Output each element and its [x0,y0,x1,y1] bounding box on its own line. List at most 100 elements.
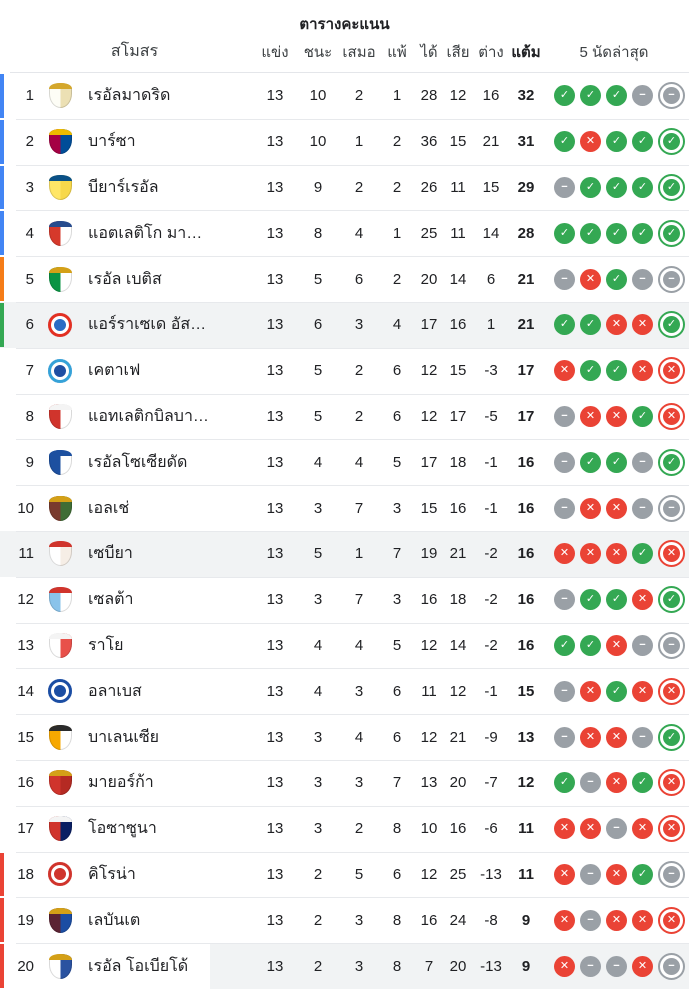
stat-goal-diff: -1 [484,499,498,517]
stat-points: 17 [517,362,535,380]
team-crest-icon [40,449,80,475]
win-check-icon: ✓ [658,586,685,614]
stat-win: 2 [313,911,323,929]
stat-goals-against: 16 [449,499,467,517]
stat-goals-against: 17 [449,407,467,425]
win-check-icon: ✓ [658,448,685,476]
stat-goals-against: 24 [449,911,467,929]
stat-loss: 5 [392,453,402,471]
stat-points: 32 [517,87,535,105]
rank-number: 20 [17,957,34,975]
win-check-icon: ✓ [554,634,575,656]
loss-x-icon: ✕ [580,726,601,748]
stat-loss: 6 [392,728,402,746]
stat-goals-against: 21 [449,728,467,746]
table-row[interactable]: 19 เลบันเต 13 2 3 8 16 24 -8 9 ✕ − ✕ ✕ ✕ [0,897,689,943]
loss-x-icon: ✕ [658,540,685,568]
table-row[interactable]: 20 เรอัล โอเบียโด้ 13 2 3 8 7 20 -13 9 ✕… [0,943,689,989]
table-row[interactable]: 6 แอร์ราเซเด อัส… 13 6 3 4 17 16 1 21 ✓ ✓… [0,301,689,348]
stat-goals-against: 12 [449,87,467,105]
stat-points: 16 [517,499,535,517]
loss-x-icon: ✕ [606,314,627,336]
table-row[interactable]: 2 บาร์ซา 13 10 1 2 36 15 21 31 ✓ ✕ ✓ ✓ ✓ [0,118,689,165]
table-row[interactable]: 18 คิโรน่า 13 2 5 6 12 25 -13 11 ✕ − ✕ ✓ − [0,851,689,898]
column-goals-for: ได้ [420,44,438,61]
form-icons: ✓ − ✕ ✓ ✕ [543,769,689,797]
column-goal-diff: ต่าง [478,44,504,61]
stat-loss: 8 [392,957,402,975]
stat-goals-for: 26 [420,178,438,196]
draw-minus-icon: − [580,863,601,885]
form-icons: ✓ ✓ ✓ ✓ ✓ [543,219,689,247]
stat-goal-diff: -8 [484,911,498,929]
stat-win: 3 [313,820,323,838]
table-row[interactable]: 11 เซบียา 13 5 1 7 19 21 -2 16 ✕ ✕ ✕ ✓ ✕ [0,530,689,577]
team-name: คิโรน่า [88,865,136,883]
team-name: เคตาเฟ [88,362,141,380]
table-row[interactable]: 1 เรอัลมาดริด 13 10 2 1 28 12 16 32 ✓ ✓ ✓ −… [0,73,689,119]
stat-goals-against: 15 [449,133,467,151]
win-check-icon: ✓ [606,268,627,290]
table-row[interactable]: 4 แอตเลติโก มา… 13 8 4 1 25 11 14 28 ✓ ✓ ✓… [0,210,689,256]
stat-loss: 8 [392,820,402,838]
table-row[interactable]: 5 เรอัล เบติส 13 5 6 2 20 14 6 21 − ✕ ✓ − − [0,256,689,302]
loss-x-icon: ✕ [658,677,685,705]
draw-minus-icon: − [554,451,575,473]
team-name: แอตเลติโก มา… [88,224,203,242]
win-check-icon: ✓ [658,723,685,751]
stat-loss: 2 [392,133,402,151]
table-row[interactable]: 14 อลาเบส 13 4 3 6 11 12 -1 15 − ✕ ✓ ✕ ✕ [0,668,689,714]
win-check-icon: ✓ [606,176,627,198]
loss-x-icon: ✕ [632,680,653,702]
stat-loss: 2 [392,270,402,288]
stat-goals-for: 12 [420,407,438,425]
team-name: เรอัลมาดริด [88,87,171,105]
win-check-icon: ✓ [580,176,601,198]
win-check-icon: ✓ [580,85,601,107]
table-row[interactable]: 13 ราโย 13 4 4 5 12 14 -2 16 ✓ ✓ ✕ − − [0,622,689,669]
table-row[interactable]: 9 เรอัลโซเซียดัด 13 4 4 5 17 18 -1 16 − ✓… [0,439,689,485]
table-row[interactable]: 3 บียาร์เรอัล 13 9 2 2 26 11 15 29 − ✓ ✓ ✓ ✓ [0,164,689,211]
draw-minus-icon: − [658,82,685,110]
draw-minus-icon: − [554,405,575,427]
team-name: เอลเช่ [88,499,130,517]
team-crest-icon [40,495,80,521]
team-crest-icon [40,724,80,750]
stat-points: 17 [517,407,535,425]
team-name: อลาเบส [88,682,142,700]
loss-x-icon: ✕ [554,360,575,382]
table-row[interactable]: 10 เอลเช่ 13 3 7 3 15 16 -1 16 − ✕ ✕ − − [0,485,689,531]
win-check-icon: ✓ [606,131,627,153]
table-row[interactable]: 16 มายอร์ก้า 13 3 3 7 13 20 -7 12 ✓ − ✕ ✓ ✕ [0,759,689,806]
loss-x-icon: ✕ [606,634,627,656]
form-icons: − ✕ ✓ ✕ ✕ [543,677,689,705]
stat-goals-for: 7 [424,957,434,975]
table-row[interactable]: 15 บาเลนเซีย 13 3 4 6 12 21 -9 13 − ✕ ✕ − ✓ [0,714,689,760]
stat-played: 13 [266,178,284,196]
team-crest-icon [40,953,80,979]
stat-played: 13 [266,820,284,838]
stat-loss: 3 [392,499,402,517]
form-icons: ✕ ✓ ✓ ✕ ✕ [543,357,689,385]
stat-points: 9 [521,911,531,929]
loss-x-icon: ✕ [632,360,653,382]
table-row[interactable]: 12 เซลต้า 13 3 7 3 16 18 -2 16 − ✓ ✓ ✕ ✓ [0,576,689,623]
loss-x-icon: ✕ [632,589,653,611]
table-row[interactable]: 17 โอซาซูนา 13 3 2 8 10 16 -6 11 ✕ ✕ − ✕ ✕ [0,805,689,852]
stat-goals-against: 20 [449,774,467,792]
draw-minus-icon: − [554,589,575,611]
column-points: แต้ม [511,44,541,61]
table-row[interactable]: 8 แอทเลติกบิลบา… 13 5 2 6 12 17 -5 17 − ✕… [0,393,689,440]
stat-draw: 4 [354,636,364,654]
stat-win: 2 [313,957,323,975]
form-icons: ✕ ✕ ✕ ✓ ✕ [543,540,689,568]
table-title: ตารางคะแนน [299,16,390,33]
rank-number: 16 [17,774,34,792]
draw-minus-icon: − [554,497,575,519]
draw-minus-icon: − [606,818,627,840]
win-check-icon: ✓ [632,543,653,565]
loss-x-icon: ✕ [554,863,575,885]
table-row[interactable]: 7 เคตาเฟ 13 5 2 6 12 15 -3 17 ✕ ✓ ✓ ✕ ✕ [0,347,689,394]
stat-goals-against: 14 [449,636,467,654]
team-crest-icon [40,862,80,887]
